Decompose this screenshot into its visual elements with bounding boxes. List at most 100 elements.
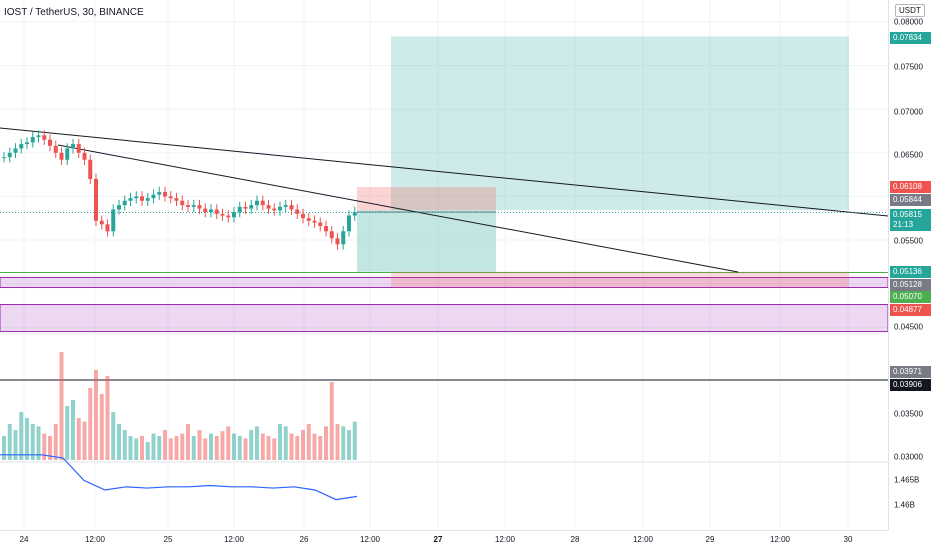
candle-body [352,212,357,216]
price-label: 0.05128 [890,279,931,291]
volume-bar [168,438,173,460]
candle-body [163,192,167,197]
short-box-profit [357,210,496,272]
price-tick: 0.03500 [894,409,923,419]
candle-body [174,198,179,201]
volume-bar [324,426,328,460]
price-label: 0.04877 [890,304,931,316]
volume-bar [122,430,127,460]
volume-bar [260,433,265,460]
candle-body [65,148,70,160]
candle-body [255,200,259,206]
volume-bar [157,436,162,460]
volume-bar [318,436,323,460]
price-label: 0.05844 [890,194,931,206]
candle-body [203,208,208,213]
volume-bar [255,426,259,460]
candle-body [82,152,87,160]
candle-body [30,137,35,143]
candle-body [283,205,288,207]
volume-bar [306,424,311,460]
currency-label[interactable]: USDT [895,4,925,17]
price-label-text: 0.03906 [893,380,922,389]
candle-body [157,192,162,195]
volume-bar [99,394,104,460]
volume-bar [174,436,179,460]
candle-body [19,144,24,149]
volume-bar [352,421,357,460]
candle-body [48,139,52,146]
volume-bar [7,424,12,460]
volume-bar [105,376,110,460]
price-label: 0.06108 [890,181,931,193]
volume-bar [289,433,294,460]
time-axis[interactable]: 24 12:00 25 12:00 26 12:00 27 12:00 28 12:00 29 12:… [0,530,888,551]
volume-bar [214,436,219,460]
candle-body [94,178,98,221]
volume-bar [76,418,81,460]
candle-body [301,213,305,219]
candle-body [71,144,75,149]
volume-bar [197,430,202,460]
candle-body [335,238,340,245]
candle-body [220,213,225,216]
volume-bar [203,438,208,460]
price-label: 0.03971 [890,366,931,378]
price-label: 0.05136 [890,266,931,278]
candle-body [25,142,29,145]
symbol-title[interactable]: IOST / TetherUS, 30, BINANCE [4,7,144,18]
time-label: 12:00 [769,535,791,544]
chart-canvas[interactable] [0,0,888,530]
candle-body [105,224,110,232]
candle-body [7,152,12,158]
volume-bar [243,438,248,460]
time-label: 12:00 [359,535,381,544]
price-label-text: 0.07834 [893,33,922,42]
time-label: 12:00 [632,535,654,544]
price-tick: 0.03000 [894,452,923,462]
price-label-text: 0.05844 [893,195,922,204]
candle-body [76,144,81,153]
candle-body [232,212,236,218]
price-tick: 0.08000 [894,17,923,27]
time-label: 12:00 [223,535,245,544]
indicator-tick: 1.465B [894,475,920,485]
volume-bar [134,438,139,460]
chart-pane[interactable]: IOST / TetherUS, 30, BINANCE [0,0,888,530]
volume-bar [312,433,317,460]
price-label: 0.03906 [890,379,931,391]
candle-body [347,215,351,232]
volume-bar [140,436,144,460]
volume-bar [82,421,87,460]
candle-body [312,220,317,223]
time-label: 26 [299,535,309,544]
candle-body [266,205,271,209]
volume-bar [53,424,58,460]
volume-bar [117,424,121,460]
candle-body [42,135,47,140]
candle-body [226,215,231,218]
volume-bar [209,433,213,460]
volume-bar [19,412,24,460]
volume-bar [94,370,98,460]
volume-bar [295,436,300,460]
volume-bar [232,433,236,460]
volume-bar [186,424,190,460]
volume-bar [347,430,351,460]
volume-bar [48,436,52,460]
price-axis[interactable]: USDT 0.08000 0.07500 0.07000 0.06500 0.05500… [888,0,932,530]
volume-bar [180,433,185,460]
long-position-profit [391,36,849,211]
volume-bar [59,352,64,460]
candle-body [289,205,294,210]
candle-body [278,206,282,211]
candle-body [260,200,265,206]
volume-bar [71,400,75,460]
time-label: 29 [705,535,715,544]
time-label: 30 [843,535,853,544]
price-label: 0.05070 [890,291,931,303]
candle-body [180,200,185,206]
candle-body [134,196,139,199]
volume-bar [151,433,156,460]
candle-body [214,209,219,214]
